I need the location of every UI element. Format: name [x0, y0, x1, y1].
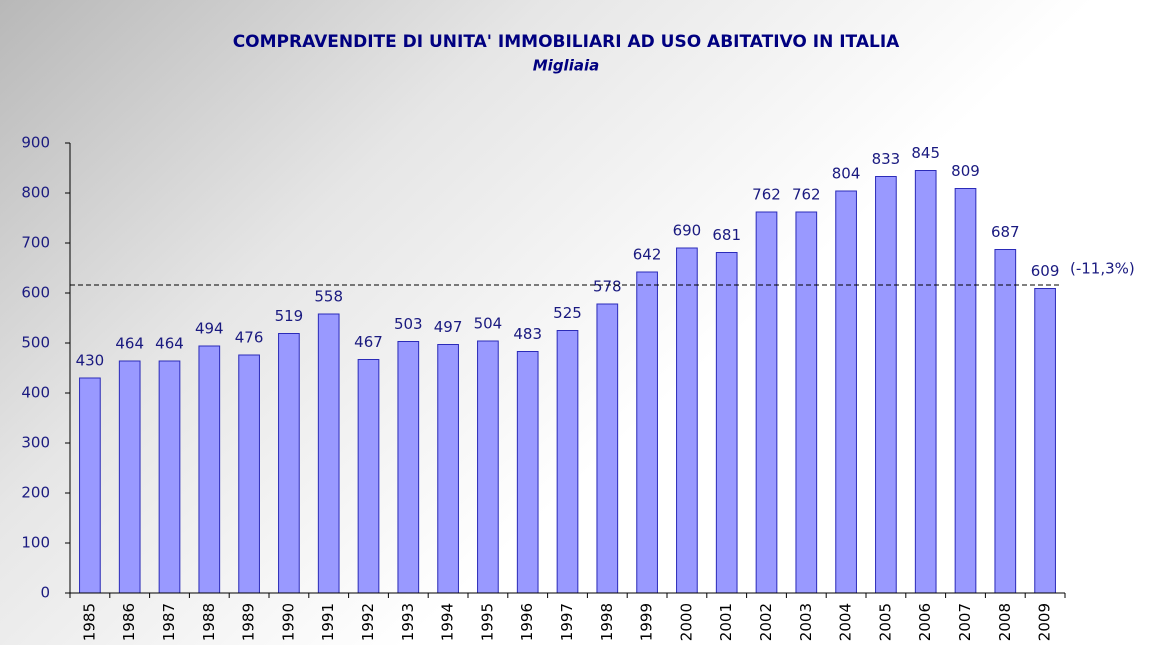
y-tick-label: 800	[21, 184, 50, 202]
bar	[198, 345, 221, 594]
bar	[596, 303, 619, 594]
bar	[158, 360, 181, 594]
y-tick-label: 100	[21, 534, 50, 552]
bar	[437, 344, 459, 594]
value-label: 690	[673, 222, 702, 240]
value-label: 503	[394, 315, 423, 333]
value-label: 762	[752, 186, 781, 204]
x-tick-label: 1989	[240, 603, 258, 641]
x-tick-label: 2004	[837, 603, 855, 641]
value-label: 525	[553, 304, 582, 322]
x-tick-label: 2007	[956, 603, 974, 641]
y-tick-label: 400	[21, 384, 50, 402]
value-label: 578	[593, 278, 622, 296]
value-label: 687	[991, 223, 1020, 241]
y-tick-label: 900	[21, 134, 50, 152]
x-tick-label: 1991	[319, 603, 337, 641]
bar	[676, 247, 698, 594]
value-label: 464	[115, 335, 144, 353]
y-tick-label: 500	[21, 334, 50, 352]
y-tick-label: 0	[40, 584, 50, 602]
value-label: 809	[951, 162, 980, 180]
y-tick-label: 600	[21, 284, 50, 302]
x-tick-label: 1986	[120, 603, 138, 641]
value-label: 804	[832, 165, 861, 183]
chart-title: COMPRAVENDITE DI UNITA' IMMOBILIARI AD U…	[233, 32, 900, 52]
bar	[914, 170, 937, 594]
bar	[238, 354, 260, 594]
value-label: 504	[474, 315, 503, 333]
bar	[397, 341, 420, 594]
x-tick-label: 1999	[638, 603, 656, 641]
value-label: 494	[195, 320, 224, 338]
x-tick-label: 1992	[359, 603, 377, 641]
bar	[795, 211, 818, 594]
x-tick-label: 1985	[80, 603, 98, 641]
bar	[1034, 288, 1056, 594]
bar	[357, 359, 380, 594]
x-tick-label: 1988	[200, 603, 218, 641]
x-tick-label: 2000	[677, 603, 695, 641]
x-tick-label: 1994	[439, 603, 457, 641]
x-tick-label: 1987	[160, 603, 178, 641]
value-label: 833	[872, 150, 901, 168]
x-tick-label: 2008	[996, 603, 1014, 641]
x-tick-label: 2006	[916, 603, 934, 641]
x-tick-label: 2003	[797, 603, 815, 641]
bar	[477, 340, 499, 594]
annotation: (-11,3%)	[1070, 260, 1135, 278]
x-tick-label: 2009	[1036, 603, 1054, 641]
value-label: 467	[354, 333, 383, 351]
value-label: 681	[712, 226, 741, 244]
x-tick-label: 1995	[478, 603, 496, 641]
y-tick-label: 200	[21, 484, 50, 502]
bar	[994, 249, 1017, 594]
bar	[317, 313, 340, 594]
value-label: 519	[275, 307, 304, 325]
bar	[516, 351, 539, 594]
x-tick-label: 1998	[598, 603, 616, 641]
value-label: 430	[76, 352, 105, 370]
bar	[755, 211, 778, 594]
bar	[835, 190, 857, 594]
x-tick-label: 2001	[717, 603, 735, 641]
bar	[875, 176, 897, 594]
bar	[556, 330, 579, 594]
value-label: 845	[911, 144, 940, 162]
y-tick-label: 300	[21, 434, 50, 452]
value-label: 476	[235, 329, 264, 347]
value-label: 497	[434, 318, 463, 336]
x-tick-label: 1997	[558, 603, 576, 641]
x-tick-label: 2002	[757, 603, 775, 641]
x-tick-label: 1993	[399, 603, 417, 641]
x-tick-label: 1996	[518, 603, 536, 641]
value-label: 642	[633, 246, 662, 264]
bar	[118, 360, 141, 594]
value-label: 558	[314, 288, 343, 306]
chart-subtitle: Migliaia	[533, 57, 599, 75]
bar	[715, 252, 738, 594]
value-label: 609	[1031, 262, 1060, 280]
bar	[79, 377, 101, 594]
bar	[636, 271, 658, 594]
x-tick-label: 2005	[876, 603, 894, 641]
y-tick-label: 700	[21, 234, 50, 252]
x-tick-label: 1990	[279, 603, 297, 641]
value-label: 483	[513, 325, 542, 343]
value-label: 762	[792, 186, 821, 204]
bar	[278, 333, 300, 594]
bar	[954, 188, 977, 594]
value-label: 464	[155, 335, 184, 353]
